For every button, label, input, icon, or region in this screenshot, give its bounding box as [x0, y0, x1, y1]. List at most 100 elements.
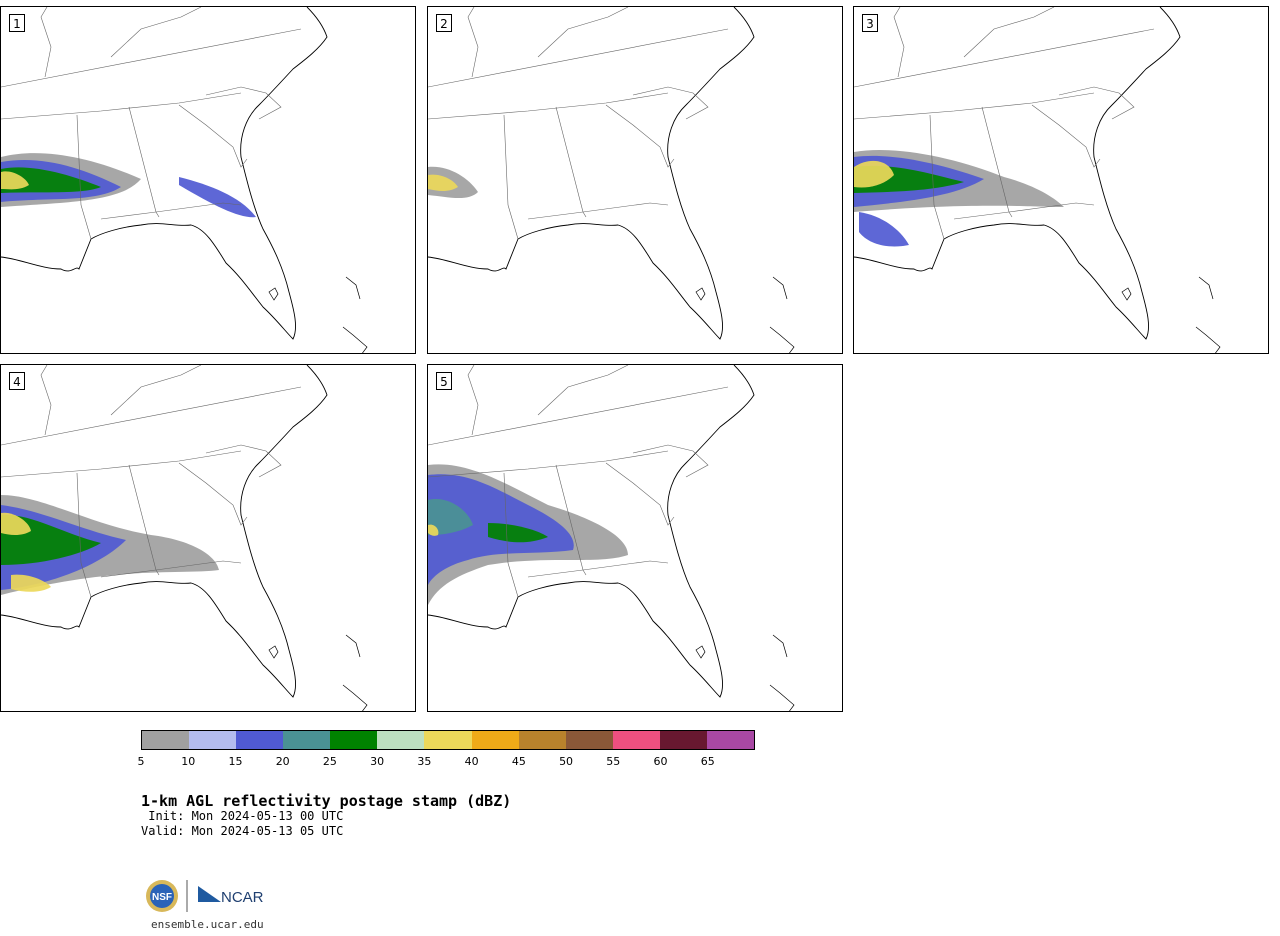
colorbar-tick-label: 20 [275, 755, 290, 768]
state-boundary [1, 386, 302, 446]
panel-label: 5 [436, 372, 452, 390]
island [769, 326, 795, 353]
echo-region [488, 523, 548, 543]
island [1121, 287, 1132, 301]
colorbar-tick-label: 55 [606, 755, 621, 768]
panel-label: 3 [862, 14, 878, 32]
island [695, 645, 706, 659]
chart-title: 1-km AGL reflectivity postage stamp (dBZ… [141, 792, 512, 810]
coastline [1, 365, 328, 698]
state-boundary [76, 472, 92, 598]
coastline [1, 7, 328, 340]
coastline [854, 7, 1181, 340]
echo-region [428, 499, 473, 535]
state-boundary [428, 92, 669, 120]
echo-region [428, 174, 458, 191]
colorbar-swatch [706, 731, 755, 749]
state-boundary [503, 114, 519, 240]
state-boundary [605, 462, 675, 526]
colorbar-tick-label: 15 [228, 755, 243, 768]
reflectivity-colorbar [141, 730, 755, 750]
colorbar-swatch [189, 731, 237, 749]
island [345, 276, 361, 300]
colorbar-tick-label: 60 [653, 755, 668, 768]
state-boundary [632, 444, 709, 478]
state-boundary [555, 106, 587, 218]
colorbar-tick-label: 45 [511, 755, 526, 768]
colorbar-tick-label: 30 [370, 755, 385, 768]
state-boundary [205, 86, 282, 120]
colorbar-tick-label: 10 [181, 755, 196, 768]
state-boundary [178, 104, 248, 168]
state-boundary [1, 28, 302, 88]
island [772, 634, 788, 658]
echo-region [1, 512, 31, 535]
echo-region [854, 160, 894, 188]
colorbar-swatch [377, 731, 425, 749]
echo-region [428, 524, 439, 536]
panel-label: 1 [9, 14, 25, 32]
colorbar-swatch [565, 731, 613, 749]
reflectivity-map [428, 365, 795, 711]
echo-region [11, 574, 51, 592]
colorbar-swatch [659, 731, 707, 749]
state-boundary [40, 365, 52, 436]
state-boundary [527, 560, 669, 578]
state-boundary [428, 386, 729, 446]
state-boundary [467, 7, 479, 78]
coastline [428, 365, 755, 698]
island [772, 276, 788, 300]
member-panel-5: 5 [427, 364, 843, 712]
reflectivity-map [1, 7, 368, 353]
logos: NSF NCAR [145, 878, 275, 914]
state-boundary [110, 365, 202, 416]
colorbar-tick-label: 5 [137, 755, 145, 768]
nsf-logo-text: NSF [152, 892, 172, 903]
member-panel-3: 3 [853, 6, 1269, 354]
state-boundary [605, 104, 675, 168]
member-panel-4: 4 [0, 364, 416, 712]
state-boundary [1, 92, 242, 120]
state-boundary [537, 365, 629, 416]
state-boundary [76, 114, 92, 240]
colorbar-swatch [424, 731, 472, 749]
state-boundary [178, 462, 248, 526]
state-boundary [537, 7, 629, 58]
state-boundary [1, 450, 242, 478]
reflectivity-echoes [428, 464, 628, 605]
reflectivity-echoes [854, 149, 1064, 247]
colorbar-swatch [612, 731, 660, 749]
state-boundary [503, 472, 519, 598]
state-boundary [632, 86, 709, 120]
state-boundary [40, 7, 52, 78]
colorbar-swatch [236, 731, 284, 749]
member-panel-1: 1 [0, 6, 416, 354]
colorbar-tick-label: 35 [417, 755, 432, 768]
reflectivity-map [854, 7, 1221, 353]
state-boundary [1031, 104, 1101, 168]
colorbar-tick-label: 65 [700, 755, 715, 768]
reflectivity-echoes [1, 153, 256, 218]
colorbar-swatch [330, 731, 378, 749]
island [268, 645, 279, 659]
state-boundary [100, 560, 242, 578]
state-boundary [963, 7, 1055, 58]
ncar-logo-text: NCAR [221, 889, 264, 906]
state-boundary [128, 106, 160, 218]
island [342, 684, 368, 711]
colorbar-swatch [142, 731, 190, 749]
reflectivity-map [1, 365, 368, 711]
state-boundary [893, 7, 905, 78]
reflectivity-echoes [428, 166, 478, 199]
state-boundary [205, 444, 282, 478]
nsf-ncar-logo: NSF NCAR [146, 880, 264, 912]
reflectivity-map [428, 7, 795, 353]
state-boundary [953, 202, 1095, 220]
colorbar-tick-label: 40 [464, 755, 479, 768]
island [769, 684, 795, 711]
colorbar-tick-label: 50 [559, 755, 574, 768]
colorbar-swatch [471, 731, 519, 749]
state-boundary [527, 202, 669, 220]
nsf-logo-icon: NSF [146, 880, 178, 912]
coastline [428, 7, 755, 340]
